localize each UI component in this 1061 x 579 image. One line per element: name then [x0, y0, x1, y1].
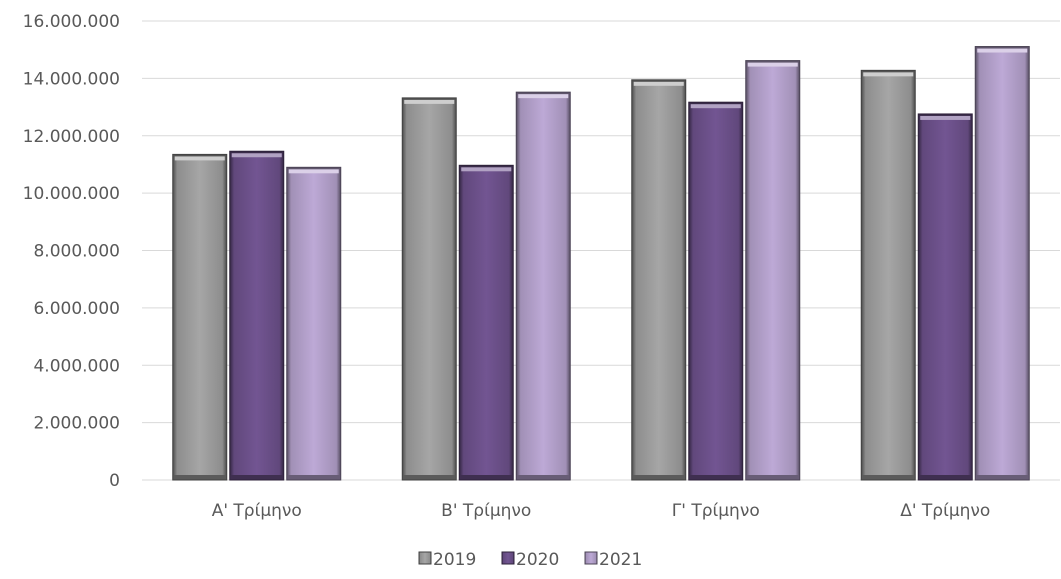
bar-2021-4	[974, 46, 1030, 481]
legend-label: 2021	[599, 550, 642, 570]
bar-2020-2	[458, 164, 514, 481]
bar-2019-2	[401, 97, 457, 481]
x-category-label: Δ' Τρίμηνο	[900, 501, 990, 521]
legend-label: 2020	[516, 550, 559, 570]
y-tick-label: 4.000.000	[33, 356, 120, 376]
legend-swatch	[418, 551, 432, 565]
y-tick-label: 16.000.000	[23, 12, 120, 32]
bars	[172, 46, 1030, 481]
x-axis-category-labels: Α' Τρίμηνο Β' Τρίμηνο Γ' Τρίμηνο Δ' Τρίμηνο	[212, 501, 991, 521]
bar-2020-1	[229, 150, 285, 481]
legend-swatch	[501, 551, 515, 565]
x-category-label: Γ' Τρίμηνο	[672, 501, 760, 521]
legend-item-2021: 2021	[584, 550, 642, 570]
y-tick-label: 14.000.000	[23, 69, 120, 89]
bar-2019-1	[172, 153, 228, 481]
y-tick-label: 8.000.000	[33, 242, 120, 262]
bar-2020-4	[917, 113, 973, 481]
bar-2021-1	[286, 166, 342, 481]
y-tick-label: 0	[109, 471, 120, 491]
bar-2019-4	[860, 69, 916, 481]
x-category-label: Α' Τρίμηνο	[212, 501, 302, 521]
y-tick-label: 6.000.000	[33, 299, 120, 319]
legend-swatch	[584, 551, 598, 565]
y-axis-tick-labels: 0 2.000.000 4.000.000 6.000.000 8.000.000 10.…	[23, 12, 120, 491]
legend-item-2019: 2019	[418, 550, 476, 570]
y-tick-label: 2.000.000	[33, 414, 120, 434]
legend-label: 2019	[433, 550, 476, 570]
x-category-label: Β' Τρίμηνο	[441, 501, 531, 521]
y-tick-label: 12.000.000	[23, 127, 120, 147]
bar-2020-3	[688, 101, 744, 481]
bar-2019-3	[631, 79, 687, 481]
legend: 2019 2020 2021	[418, 550, 642, 570]
legend-item-2020: 2020	[501, 550, 559, 570]
y-tick-label: 10.000.000	[23, 184, 120, 204]
bar-2021-2	[515, 91, 571, 481]
bar-2021-3	[745, 60, 801, 481]
